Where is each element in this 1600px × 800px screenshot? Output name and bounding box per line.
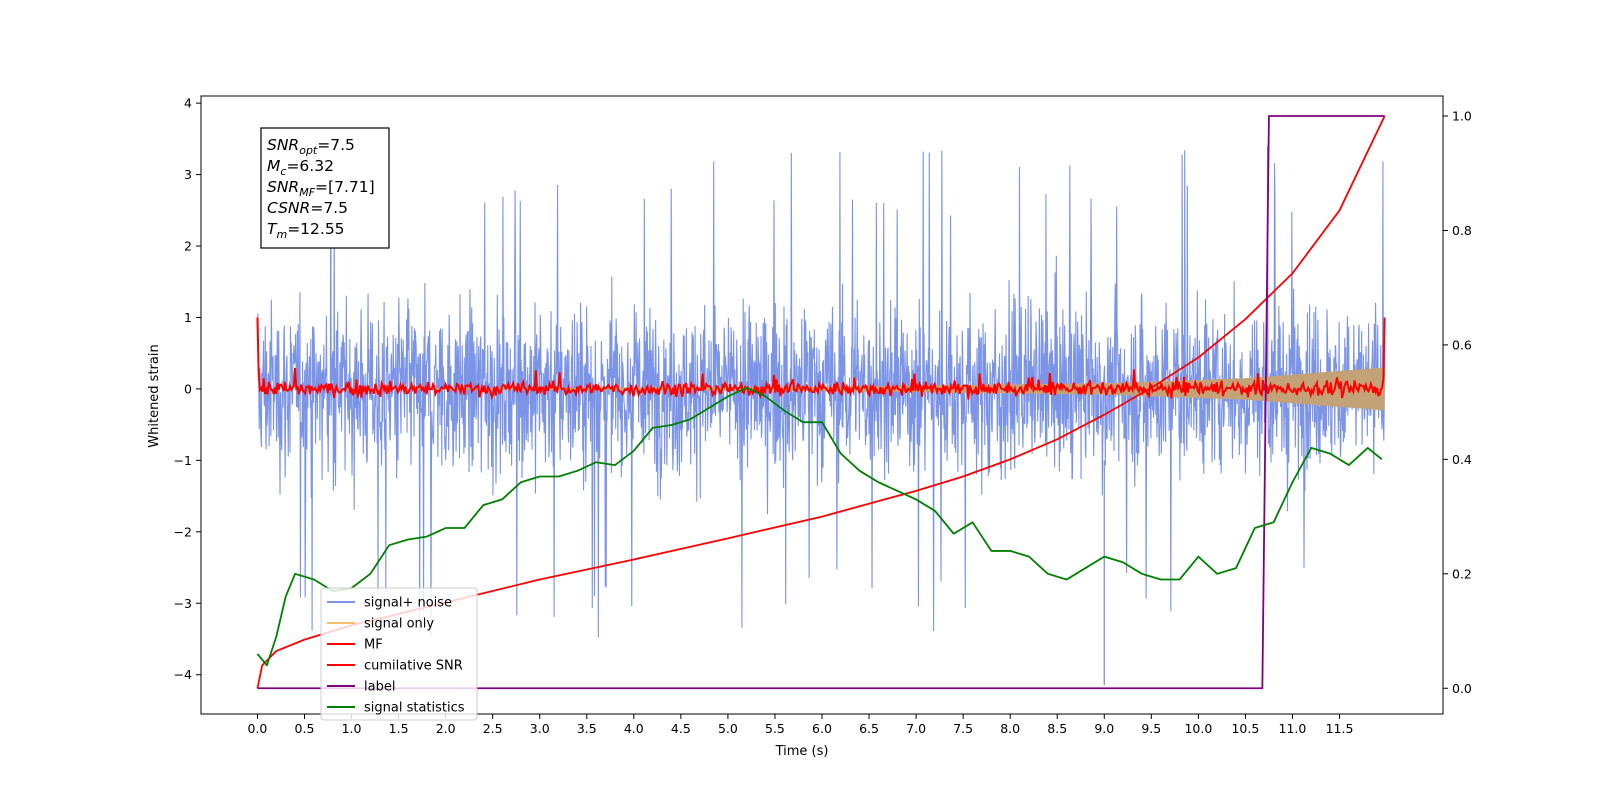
x-tick-label: 6.0 <box>812 721 832 736</box>
info-line: Mc=6.32 <box>267 157 334 178</box>
x-tick-label: 1.0 <box>342 721 362 736</box>
y-tick-label-left: 3 <box>184 167 192 182</box>
y-tick-label-left: −3 <box>174 596 192 611</box>
y-tick-label-left: 0 <box>184 381 192 396</box>
y-tick-label-left: −2 <box>174 524 192 539</box>
y-tick-label-right: 0.6 <box>1452 337 1472 352</box>
y-tick-label-left: 1 <box>184 310 192 325</box>
x-tick-label: 3.0 <box>530 721 550 736</box>
x-tick-label: 0.5 <box>295 721 315 736</box>
series-cumilative-snr-line <box>256 115 1386 689</box>
x-tick-label: 7.0 <box>906 721 926 736</box>
y-tick-label-right: 0.2 <box>1452 566 1472 581</box>
info-line: SNRMF=[7.71] <box>267 178 375 199</box>
info-box-frame <box>260 127 390 249</box>
legend-label: cumilative SNR <box>364 659 463 674</box>
x-tick-label: 2.0 <box>436 721 456 736</box>
x-tick-label: 8.5 <box>1047 721 1067 736</box>
x-tick-label: 6.5 <box>859 721 879 736</box>
y-axis-label-left: Whitened strain <box>147 344 162 447</box>
legend-label: signal only <box>364 617 434 632</box>
y-tick-label-right: 0.4 <box>1452 452 1472 467</box>
y-tick-label-right: 0.0 <box>1452 681 1472 696</box>
series-signal-statistics-line <box>256 386 1383 667</box>
legend-label: signal statistics <box>364 701 465 716</box>
x-tick-label: 11.5 <box>1326 721 1354 736</box>
x-tick-label: 4.0 <box>624 721 644 736</box>
x-tick-label: 4.5 <box>671 721 691 736</box>
x-tick-label: 3.5 <box>577 721 597 736</box>
info-line: SNRopt=7.5 <box>267 136 355 157</box>
x-axis-label: Time (s) <box>775 744 829 759</box>
x-tick-label: 9.5 <box>1141 721 1161 736</box>
x-tick-label: 10.5 <box>1231 721 1259 736</box>
y-tick-label-left: −1 <box>174 453 192 468</box>
x-tick-label: 10.0 <box>1184 721 1212 736</box>
legend: signal+ noise signal only MF cumilative SNR… <box>320 587 478 721</box>
x-tick-label: 9.0 <box>1094 721 1114 736</box>
x-tick-label: 0.0 <box>248 721 268 736</box>
series-label-line <box>257 115 1385 690</box>
x-tick-label: 1.5 <box>389 721 409 736</box>
info-line: Tm=12.55 <box>267 220 345 241</box>
y-tick-label-left: −4 <box>174 667 192 682</box>
x-tick-label: 7.5 <box>953 721 973 736</box>
y-tick-label-left: 2 <box>184 239 192 254</box>
axes: 0.0 0.5 1.0 1.5 2.0 2.5 3.0 3.5 4.0 4.5 5.0 5.5 6.0 6… <box>174 95 1472 736</box>
series-mf-line <box>256 317 1386 401</box>
x-tick-label: 5.5 <box>765 721 785 736</box>
x-tick-label: 5.0 <box>718 721 738 736</box>
legend-box <box>320 587 478 721</box>
x-tick-label: 11.0 <box>1279 721 1307 736</box>
y-tick-label-right: 1.0 <box>1452 109 1472 124</box>
y-tick-label-right: 0.8 <box>1452 223 1472 238</box>
x-tick-label: 2.5 <box>483 721 503 736</box>
legend-label: MF <box>364 638 383 653</box>
legend-label: label <box>364 680 395 695</box>
x-tick-label: 8.0 <box>1000 721 1020 736</box>
legend-label: signal+ noise <box>364 596 452 611</box>
y-tick-label-left: 4 <box>184 96 192 111</box>
plot-area <box>256 115 1386 690</box>
series-signal-noise-line <box>256 141 1386 638</box>
info-line: CSNR=7.5 <box>267 199 348 217</box>
